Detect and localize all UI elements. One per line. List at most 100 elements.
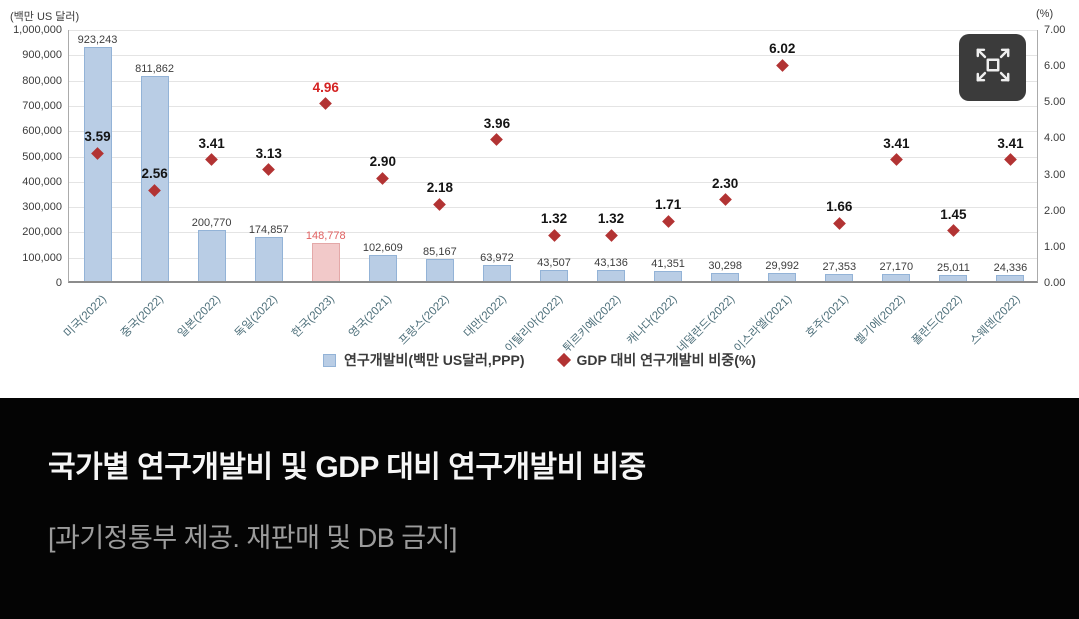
gdp-ratio-marker [718, 193, 732, 207]
gdp-ratio-marker [947, 224, 960, 237]
y2-axis-tick-label: 2.00 [1044, 204, 1066, 217]
gridline [69, 80, 1037, 82]
y-axis-tick-label: 700,000 [22, 99, 62, 112]
bar [482, 264, 511, 281]
bar-value-label: 63,972 [480, 251, 514, 264]
bar-value-label: 811,862 [135, 62, 175, 75]
x-axis-category-label: 벨기에(2022) [853, 293, 908, 348]
bar [311, 243, 340, 281]
x-axis-category-label: 폴란드(2022) [910, 293, 966, 348]
bar [768, 273, 797, 281]
x-axis-category-label: 네덜란드(2022) [674, 293, 737, 356]
gdp-ratio-value-label: 3.41 [883, 135, 910, 151]
y-axis-tick-label: 900,000 [22, 49, 62, 62]
bar [939, 274, 968, 281]
legend-item-rnd-expenditure: 연구개발비(백만 US달러,PPP) [323, 350, 525, 370]
y2-axis-tick-label: 5.00 [1044, 96, 1066, 109]
gridline [69, 156, 1037, 158]
x-axis-category-label: 튀르키예(2022) [560, 293, 623, 356]
diamond-marker-icon [556, 352, 571, 368]
gdp-ratio-marker [319, 97, 333, 111]
bar [597, 270, 626, 281]
gdp-ratio-value-label: 4.96 [312, 79, 339, 95]
gdp-ratio-value-label: 2.90 [369, 154, 396, 170]
bar-value-label: 27,353 [822, 261, 857, 274]
bar [197, 230, 226, 281]
bar-value-label: 27,170 [879, 261, 914, 274]
x-axis-category-label: 호주(2021) [803, 293, 851, 341]
gdp-ratio-marker [832, 216, 846, 230]
bar-swatch-icon [323, 353, 337, 367]
bar-value-label: 85,167 [423, 246, 457, 259]
gridline [69, 30, 1037, 31]
gridline [69, 105, 1037, 107]
gdp-ratio-value-label: 1.32 [597, 211, 625, 227]
gdp-ratio-marker [889, 153, 903, 167]
y2-axis-tick-label: 3.00 [1044, 168, 1066, 181]
bar [83, 47, 112, 281]
bar-value-label: 43,136 [594, 257, 628, 270]
gdp-ratio-value-label: 3.41 [198, 135, 225, 151]
bar [654, 270, 683, 281]
gdp-ratio-value-label: 2.56 [141, 166, 168, 182]
y2-axis-tick-label: 1.00 [1044, 240, 1066, 253]
gridline [69, 207, 1037, 209]
y-axis-tick-label: 200,000 [22, 226, 62, 239]
x-axis-category-label: 한국(2023) [290, 293, 338, 341]
chart-panel: (백만 US 달러) (%) 923,243 3.59 811,862 2.56 200… [0, 8, 1079, 370]
left-axis-unit-label: (백만 US 달러) [10, 11, 80, 23]
x-axis-category-label: 캐나다(2022) [625, 293, 680, 348]
bar [425, 259, 454, 281]
gdp-ratio-marker [205, 153, 219, 167]
gdp-ratio-value-label: 3.59 [84, 129, 111, 145]
bar [711, 273, 740, 281]
bar [996, 274, 1025, 281]
gdp-ratio-value-label: 2.30 [712, 175, 739, 191]
gdp-ratio-value-label: 2.18 [426, 180, 454, 196]
bar [540, 270, 568, 281]
gdp-ratio-value-label: 1.66 [826, 199, 853, 214]
gdp-ratio-marker [1004, 153, 1017, 167]
gdp-ratio-marker [433, 197, 447, 211]
bar [254, 236, 283, 281]
y2-axis-tick-label: 7.00 [1044, 24, 1066, 36]
plot-area: 923,243 3.59 811,862 2.56 200,770 3.41 174,857… [68, 30, 1038, 283]
caption-title: 국가별 연구개발비 및 GDP 대비 연구개발비 비중 [48, 451, 646, 484]
chart-legend: 연구개발비(백만 US달러,PPP) GDP 대비 연구개발비 비중(%) [0, 350, 1079, 370]
x-axis-category-label: 미국(2022) [62, 293, 110, 341]
bar-value-label: 41,351 [651, 257, 685, 270]
gdp-ratio-value-label: 3.41 [997, 135, 1024, 151]
bar-value-label: 102,609 [362, 242, 403, 255]
gdp-ratio-value-label: 6.02 [769, 41, 796, 57]
gridline [69, 55, 1037, 57]
bar-value-label: 174,857 [248, 223, 289, 236]
x-axis-category-label: 일본(2022) [176, 293, 224, 341]
bar-value-label: 30,298 [708, 260, 742, 273]
legend-label: GDP 대비 연구개발비 비중(%) [576, 352, 756, 368]
y-axis-tick-label: 300,000 [22, 201, 62, 214]
caption-bar: 국가별 연구개발비 및 GDP 대비 연구개발비 비중 [과기정통부 제공. 재… [0, 398, 1079, 619]
legend-label: 연구개발비(백만 US달러,PPP) [344, 352, 525, 368]
gdp-ratio-value-label: 1.32 [540, 211, 568, 227]
expand-fullscreen-icon [974, 46, 1012, 89]
gdp-ratio-marker [775, 59, 789, 72]
x-axis-category-label: 독일(2022) [233, 293, 281, 341]
bar [140, 75, 169, 281]
gdp-ratio-marker [262, 163, 276, 177]
x-axis-category-label: 이탈리아(2022) [503, 293, 566, 356]
expand-button[interactable] [959, 34, 1026, 101]
x-axis-category-label: 이스라엘(2021) [731, 293, 794, 356]
bar-value-label: 29,992 [765, 260, 800, 273]
x-axis-category-label: 프랑스(2022) [397, 293, 452, 348]
bar-value-label: 923,243 [77, 34, 118, 47]
y-axis-tick-label: 400,000 [22, 175, 62, 188]
gridline [69, 131, 1037, 133]
bar-value-label: 25,011 [936, 261, 970, 274]
y2-axis-tick-label: 0.00 [1044, 277, 1066, 289]
x-axis-category-label: 대만(2022) [461, 293, 509, 341]
y-axis-tick-label: 0 [55, 277, 62, 289]
bar-value-label: 148,778 [305, 230, 346, 243]
bar-value-label: 24,336 [993, 261, 1028, 274]
y-axis-tick-label: 1,000,000 [13, 24, 62, 36]
bar [368, 255, 397, 281]
